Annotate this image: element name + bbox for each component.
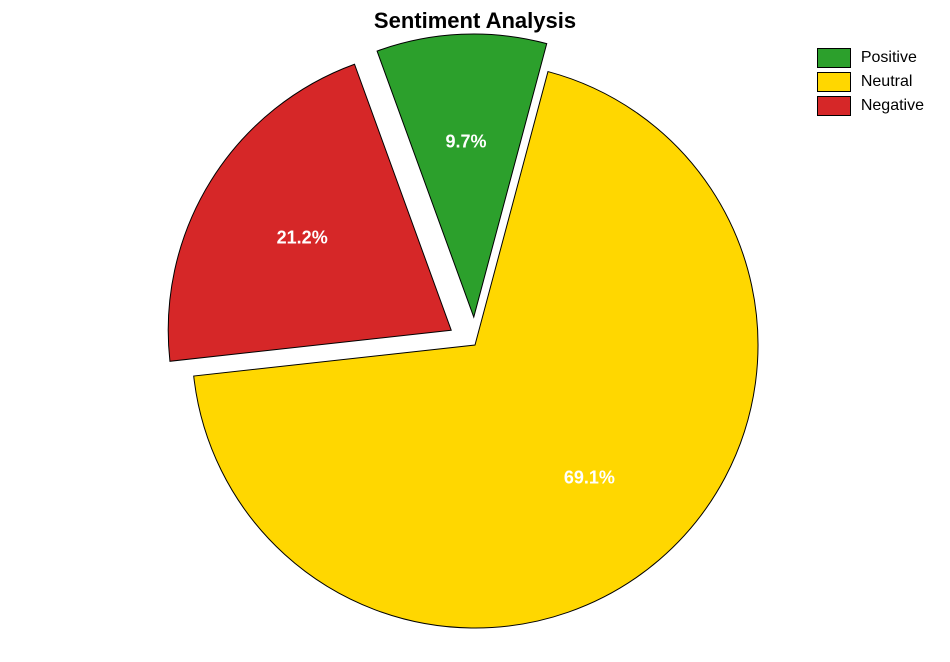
legend-label: Positive [861, 49, 917, 67]
sentiment-pie-chart: Sentiment Analysis PositiveNeutralNegati… [0, 0, 950, 662]
legend: Positive Neutral Negative [817, 48, 924, 120]
pie-svg [0, 0, 950, 662]
legend-swatch [817, 96, 851, 116]
pie-label-neutral: 69.1% [564, 468, 615, 489]
legend-item-positive: Positive [817, 48, 924, 68]
legend-swatch [817, 72, 851, 92]
legend-label: Negative [861, 97, 924, 115]
legend-swatch [817, 48, 851, 68]
legend-label: Neutral [861, 73, 913, 91]
pie-label-negative: 21.2% [277, 227, 328, 248]
pie-label-positive: 9.7% [446, 131, 487, 152]
legend-item-neutral: Neutral [817, 72, 924, 92]
legend-item-negative: Negative [817, 96, 924, 116]
